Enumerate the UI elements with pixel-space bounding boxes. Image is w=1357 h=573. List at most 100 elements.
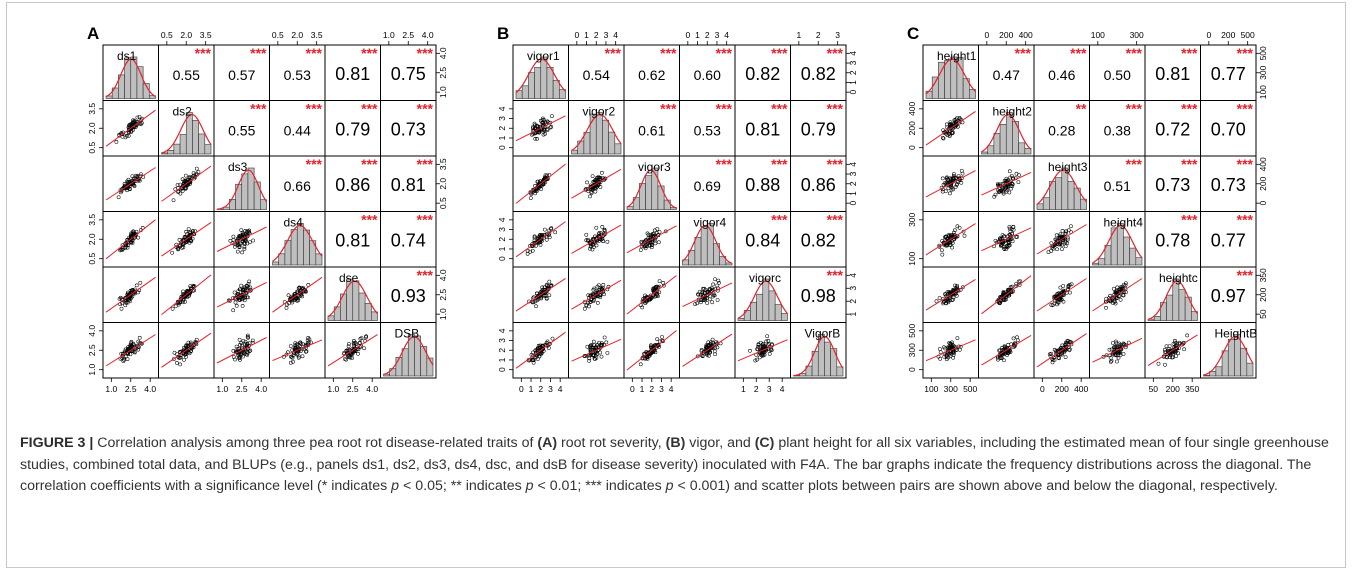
scatter-point — [237, 243, 242, 248]
scatter-point — [959, 168, 964, 173]
density-curve — [161, 114, 212, 154]
scatter-point — [531, 300, 536, 305]
histogram-bar — [352, 280, 360, 321]
scatter-point — [764, 339, 769, 344]
scatter-point — [1054, 233, 1059, 238]
scatter-point — [182, 357, 186, 362]
histogram-bar — [1191, 311, 1198, 321]
scatter-point — [957, 177, 962, 182]
significance-stars: *** — [827, 45, 844, 61]
scatter-point — [293, 292, 297, 296]
histogram-bar — [737, 318, 745, 321]
scatter-point — [951, 122, 956, 127]
scatter-point — [758, 340, 763, 345]
scatter-point — [699, 300, 703, 305]
scatter-point — [1061, 299, 1066, 304]
scatter-point — [1052, 301, 1057, 306]
scatter-point — [538, 293, 543, 297]
regression-line — [105, 109, 156, 147]
scatter-point — [757, 355, 762, 360]
scatter-point — [242, 238, 247, 243]
scatter-point — [645, 242, 650, 247]
scatter-point — [1060, 343, 1065, 348]
tick-label: 3.5 — [87, 214, 97, 226]
scatter-point — [650, 348, 655, 352]
scatter-point — [934, 299, 939, 304]
scatter-point — [592, 356, 597, 361]
histogram-bar — [528, 72, 535, 99]
scatter-point — [237, 235, 242, 240]
scatter-point — [288, 360, 293, 365]
scatter-point — [237, 245, 242, 250]
scatter-point — [1113, 299, 1117, 304]
scatter-point — [356, 351, 360, 356]
histogram-bar — [925, 90, 933, 99]
scatter-point — [586, 189, 591, 194]
scatter-point — [245, 341, 250, 346]
scatter-point — [1002, 247, 1007, 251]
scatter-point — [119, 247, 124, 252]
scatter-point — [541, 117, 546, 122]
scatter-point — [946, 177, 950, 182]
scatter-point — [542, 294, 547, 298]
scatter-point — [344, 357, 349, 362]
scatter-point — [946, 345, 951, 350]
histogram-bar — [1098, 258, 1106, 266]
scatter-point — [232, 290, 237, 295]
significance-stars: *** — [1126, 101, 1143, 117]
scatter-point — [181, 295, 186, 300]
caption-segment: p — [665, 478, 674, 494]
significance-stars: *** — [827, 212, 844, 228]
correlation-value: 0.53 — [694, 122, 721, 138]
significance-stars: *** — [250, 45, 267, 61]
histogram-bar — [700, 226, 708, 266]
scatter-point — [359, 336, 364, 340]
tick-label: 4 — [497, 106, 507, 111]
scatter-point — [1063, 348, 1067, 353]
scatter-point — [137, 335, 142, 340]
histogram-bar — [253, 181, 261, 210]
scatter-point — [1050, 245, 1055, 250]
significance-stars: *** — [1181, 101, 1198, 117]
scatter-point — [1063, 345, 1068, 349]
scatter-point — [1174, 341, 1179, 346]
scatter-point — [532, 235, 537, 240]
scatter-point — [244, 343, 249, 348]
regression-line — [515, 331, 566, 369]
scatter-point — [643, 301, 648, 305]
scatter-point — [525, 249, 530, 253]
scatter-point — [136, 290, 140, 295]
scatter-point — [1017, 173, 1021, 177]
scatter-point — [1108, 355, 1113, 360]
scatter-point — [1115, 353, 1120, 358]
histogram-bar — [614, 143, 622, 155]
tick-label: 300 — [1130, 30, 1144, 40]
scatter-point — [1116, 287, 1121, 292]
histogram-bar — [1024, 148, 1032, 155]
scatter-point — [595, 289, 600, 294]
scatter-point — [1066, 228, 1071, 233]
scatter-point — [661, 283, 666, 288]
histogram-bar — [1178, 289, 1186, 321]
regression-line — [272, 339, 323, 362]
scatter-point — [1185, 333, 1190, 338]
scatter-point — [186, 340, 191, 345]
scatter-point — [594, 356, 599, 360]
scatter-point — [240, 292, 244, 297]
regression-line — [571, 338, 622, 362]
scatter-point — [541, 129, 546, 134]
histogram-bar — [1153, 315, 1161, 321]
scatter-point — [703, 297, 708, 301]
correlation-value: 0.86 — [335, 175, 370, 195]
scatter-point — [946, 355, 951, 360]
scatter-point — [1060, 247, 1064, 251]
significance-stars: *** — [306, 156, 323, 172]
tick-label: 0 — [1040, 384, 1045, 394]
scatter-point — [123, 135, 128, 140]
scatter-point — [129, 296, 134, 300]
scatter-point — [1063, 240, 1068, 245]
scatter-point — [286, 293, 291, 298]
tick-label: 1 — [848, 80, 858, 85]
scatter-point — [1002, 298, 1007, 303]
correlation-value: 0.81 — [745, 119, 780, 139]
